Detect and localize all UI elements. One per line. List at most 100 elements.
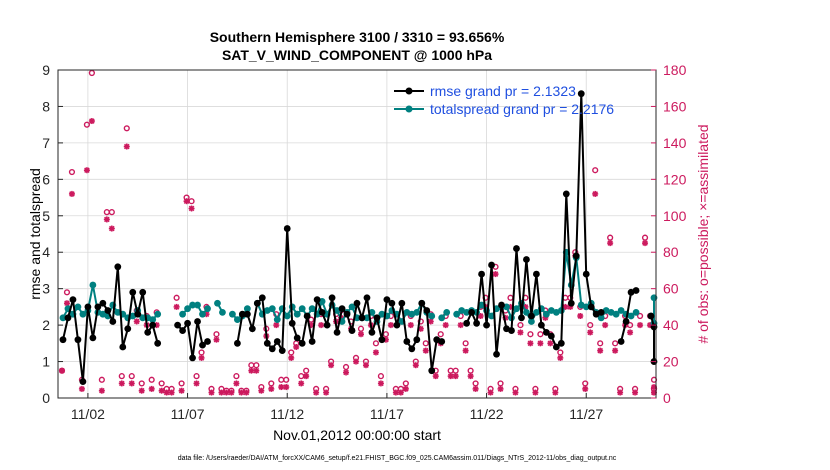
rmse-point bbox=[343, 310, 351, 318]
obs-assimilated-point bbox=[298, 380, 305, 387]
obs-possible-point bbox=[517, 322, 524, 329]
rmse-point bbox=[408, 345, 416, 353]
obs-possible-point bbox=[497, 380, 504, 387]
right-tick-label: 140 bbox=[663, 135, 687, 151]
right-tick-label: 20 bbox=[663, 354, 679, 370]
rmse-point bbox=[428, 367, 436, 375]
rmse-point bbox=[572, 252, 580, 260]
totalspread-point bbox=[79, 310, 87, 318]
rmse-point bbox=[378, 336, 386, 344]
obs-possible-point bbox=[178, 380, 185, 387]
rmse-point bbox=[174, 321, 182, 329]
obs-assimilated-point bbox=[173, 303, 180, 310]
obs-assimilated-point bbox=[377, 380, 384, 387]
rmse-point bbox=[94, 303, 102, 311]
obs-assimilated-point bbox=[353, 358, 360, 365]
obs-possible-point bbox=[357, 325, 365, 332]
obs-possible-point bbox=[68, 168, 76, 176]
obs-assimilated-point bbox=[637, 322, 644, 329]
obs-possible-point bbox=[402, 380, 409, 387]
rmse-point bbox=[154, 339, 162, 347]
obs-assimilated-point bbox=[273, 322, 280, 329]
obs-assimilated-point bbox=[68, 190, 75, 197]
rmse-point bbox=[328, 294, 336, 302]
rmse-point bbox=[537, 321, 545, 329]
rmse-point bbox=[508, 327, 515, 334]
obs-possible-point bbox=[63, 289, 71, 296]
rmse-point bbox=[114, 263, 122, 271]
totalspread-point bbox=[214, 299, 221, 307]
obs-possible-point bbox=[472, 380, 479, 387]
totalspread-point bbox=[194, 301, 201, 309]
totalspread-point bbox=[632, 308, 640, 316]
rmse-point bbox=[493, 350, 500, 358]
rmse-point bbox=[243, 310, 251, 318]
obs-assimilated-point bbox=[128, 380, 135, 387]
obs-possible-point bbox=[467, 367, 474, 374]
left-tick-label: 3 bbox=[42, 281, 50, 297]
x-tick-label: 11/27 bbox=[569, 406, 603, 422]
rmse-point bbox=[483, 321, 490, 329]
rmse-point bbox=[144, 329, 152, 336]
obs-assimilated-point bbox=[517, 329, 524, 336]
obs-assimilated-point bbox=[407, 322, 414, 329]
obs-possible-point bbox=[592, 167, 599, 174]
rmse-point bbox=[523, 256, 530, 263]
rmse-point bbox=[99, 299, 107, 307]
obs-assimilated-point bbox=[642, 240, 649, 247]
rmse-point bbox=[199, 341, 206, 349]
obs-possible-point bbox=[607, 234, 614, 241]
obs-assimilated-point bbox=[547, 340, 554, 347]
obs-assimilated-point bbox=[193, 380, 200, 387]
obs-assimilated-point bbox=[617, 389, 624, 396]
rmse-point bbox=[597, 308, 605, 316]
obs-assimilated-point bbox=[58, 367, 65, 374]
data-file-footer: data file: /Users/raeder/DAI/ATM_forcXX/… bbox=[178, 455, 617, 462]
rmse-point bbox=[104, 307, 112, 314]
obs-assimilated-point bbox=[188, 205, 195, 212]
chart-title-line1: Southern Hemisphere 3100 / 3310 = 93.656… bbox=[210, 29, 505, 45]
rmse-point bbox=[547, 332, 555, 340]
rmse-point bbox=[303, 312, 311, 320]
obs-assimilated-point bbox=[78, 385, 85, 392]
right-axis-ticks: 0 20 40 60 80 100 120 140 160 180 bbox=[651, 62, 687, 406]
rmse-point bbox=[234, 339, 241, 347]
x-tick-label: 11/22 bbox=[470, 406, 504, 422]
rmse-point bbox=[149, 321, 157, 329]
rmse-point bbox=[383, 296, 391, 303]
left-tick-label: 5 bbox=[42, 208, 50, 224]
obs-assimilated-point bbox=[283, 384, 290, 391]
obs-possible-point bbox=[148, 376, 155, 383]
right-tick-label: 120 bbox=[663, 171, 687, 187]
rmse-point bbox=[413, 336, 421, 344]
obs-possible-point bbox=[173, 294, 180, 301]
right-tick-label: 40 bbox=[663, 317, 679, 333]
obs-assimilated-point bbox=[253, 367, 260, 374]
obs-assimilated-point bbox=[457, 322, 464, 329]
rmse-point bbox=[323, 321, 331, 329]
obs-assimilated-point bbox=[537, 340, 544, 347]
totalspread-point bbox=[413, 308, 421, 316]
totalspread-point bbox=[229, 310, 236, 318]
obs-assimilated-point bbox=[178, 387, 185, 394]
rmse-point bbox=[468, 308, 476, 316]
obs-possible-point bbox=[158, 380, 165, 387]
left-tick-label: 6 bbox=[42, 171, 50, 187]
totalspread-point bbox=[59, 314, 67, 322]
totalspread-point bbox=[243, 305, 251, 313]
rmse-point bbox=[64, 314, 72, 322]
obs-assimilated-point bbox=[402, 385, 409, 392]
obs-assimilated-point bbox=[582, 385, 589, 392]
obs-possible-point bbox=[372, 340, 380, 347]
obs-assimilated-point bbox=[532, 389, 539, 396]
x-tick-label: 11/07 bbox=[171, 406, 205, 422]
x-axis-ticks: 11/02 11/07 11/12 11/17 11/22 11/27 bbox=[71, 393, 603, 422]
obs-possible-point bbox=[422, 340, 429, 347]
rmse-point bbox=[478, 270, 485, 278]
rmse-point bbox=[69, 296, 77, 303]
rmse-point bbox=[557, 339, 565, 347]
obs-assimilated-point bbox=[397, 389, 404, 396]
obs-assimilated-point bbox=[467, 373, 474, 380]
right-tick-label: 80 bbox=[663, 244, 679, 260]
obs-assimilated-point bbox=[318, 322, 325, 329]
